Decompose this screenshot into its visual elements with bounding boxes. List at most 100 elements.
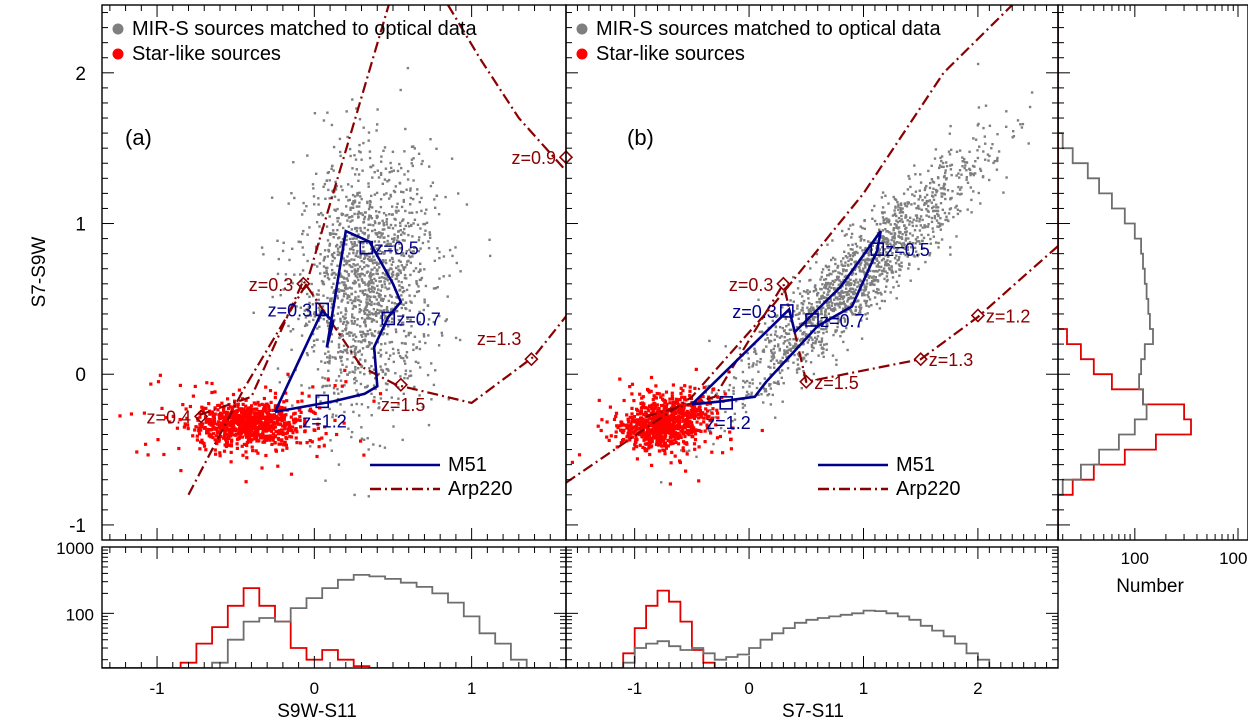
gray-point-b <box>901 220 904 224</box>
gray-point-b <box>878 228 881 231</box>
gray-point-b <box>771 319 774 323</box>
gray-point-a <box>317 289 320 292</box>
gray-point-a <box>345 365 348 368</box>
gray-point-b <box>912 218 915 221</box>
gray-point-a <box>345 110 348 113</box>
gray-point-b <box>893 209 896 212</box>
star-point-a <box>270 442 274 446</box>
star-point-a <box>240 435 245 439</box>
star-point-b <box>697 479 701 483</box>
star-point-b <box>695 420 699 424</box>
gray-point-b <box>969 186 972 189</box>
gray-point-a <box>370 303 373 306</box>
gray-point-a <box>337 216 340 220</box>
gray-point-a <box>344 328 347 332</box>
gray-point-a <box>415 346 418 349</box>
gray-point-b <box>927 215 931 218</box>
gray-point-a <box>337 392 340 395</box>
gray-point-b <box>824 310 827 313</box>
star-point-a <box>287 425 291 429</box>
gray-point-a <box>409 196 412 200</box>
star-point-a <box>254 402 258 406</box>
star-point-b <box>684 441 689 445</box>
gray-point-a <box>357 216 360 219</box>
gray-point-b <box>898 268 901 271</box>
star-point-a <box>129 412 133 416</box>
gray-point-a <box>355 237 358 240</box>
star-point-b <box>671 425 676 429</box>
gray-point-a <box>382 297 385 301</box>
gray-point-a <box>413 335 417 338</box>
gray-point-a <box>377 248 380 252</box>
gray-point-b <box>876 270 879 273</box>
gray-point-a <box>382 212 386 215</box>
gray-point-a <box>326 324 330 328</box>
star-point-a <box>229 434 233 438</box>
star-point-b <box>650 403 654 407</box>
gray-point-b <box>907 252 910 255</box>
gray-point-b <box>796 358 799 361</box>
gray-point-b <box>767 365 770 368</box>
star-point-b <box>657 426 661 430</box>
star-point-a <box>179 469 183 473</box>
gray-point-a <box>382 309 386 312</box>
gray-point-b <box>885 220 889 223</box>
gray-point-a <box>391 347 395 351</box>
star-point-a <box>284 443 288 447</box>
star-point-a <box>273 406 277 410</box>
gray-point-b <box>861 269 865 273</box>
gray-point-a <box>356 191 359 195</box>
gray-point-a <box>397 348 400 352</box>
gray-point-b <box>895 248 899 251</box>
gray-point-b <box>881 246 884 249</box>
star-point-b <box>643 423 648 427</box>
star-point-b <box>647 422 651 426</box>
gray-point-b <box>933 157 937 160</box>
gray-point-a <box>345 261 349 265</box>
star-point-b <box>697 400 702 404</box>
gray-point-b <box>742 379 745 383</box>
gray-point-a <box>345 195 348 199</box>
gray-point-a <box>322 185 325 188</box>
gray-point-a <box>388 171 391 174</box>
gray-point-b <box>899 252 902 256</box>
gray-point-b <box>773 351 776 354</box>
gray-point-b <box>868 298 872 301</box>
gray-point-b <box>857 325 860 328</box>
star-point-a <box>242 442 246 446</box>
gray-point-b <box>854 313 858 317</box>
gray-point-a <box>343 269 347 273</box>
star-point-b <box>614 411 619 415</box>
gray-point-a <box>367 289 370 292</box>
star-point-a <box>198 422 202 426</box>
gray-point-a <box>375 298 378 301</box>
star-point-a <box>245 456 249 460</box>
gray-point-a <box>417 249 421 253</box>
gray-point-a <box>409 318 412 321</box>
gray-point-b <box>978 145 981 148</box>
gray-point-b <box>851 313 854 316</box>
gray-point-b <box>755 363 758 366</box>
gray-point-a <box>337 290 341 293</box>
gray-point-b <box>741 406 745 409</box>
gray-point-a <box>358 143 361 147</box>
gray-point-a <box>354 347 358 350</box>
gray-point-a <box>353 241 356 244</box>
gray-point-b <box>780 376 783 379</box>
star-point-b <box>635 418 639 422</box>
gray-point-a <box>368 275 371 278</box>
gray-point-a <box>359 275 362 278</box>
gray-point-b <box>847 280 850 283</box>
gray-point-b <box>900 261 903 264</box>
star-point-a <box>280 438 284 442</box>
star-point-a <box>286 372 290 376</box>
gray-point-a <box>357 367 360 370</box>
gray-point-b <box>853 291 857 295</box>
gray-point-b <box>785 325 788 328</box>
gray-point-a <box>400 166 403 170</box>
star-point-a <box>284 391 288 395</box>
gray-point-b <box>929 237 932 241</box>
star-point-a <box>269 400 273 404</box>
gray-point-a <box>383 446 387 449</box>
star-point-a <box>272 427 276 431</box>
